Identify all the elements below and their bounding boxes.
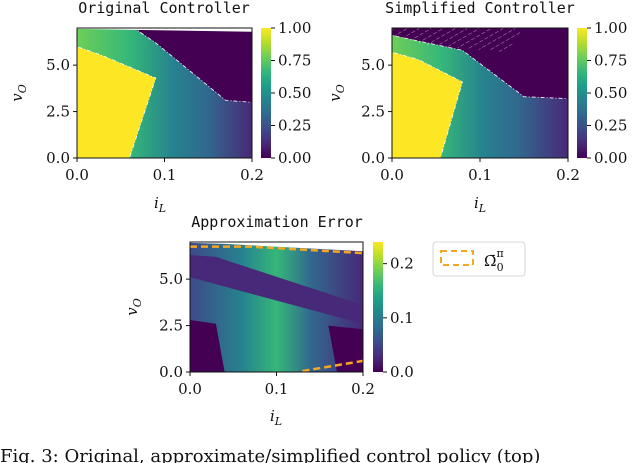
x-tick-label: 0.2	[351, 380, 375, 398]
x-axis-label: iL	[154, 194, 166, 215]
y-tick-label: 5.0	[159, 270, 183, 288]
error-band	[190, 320, 225, 372]
colorbar-tick-label: 1.00	[278, 19, 311, 37]
colorbar-tick-label: 0.50	[278, 84, 311, 102]
x-tick-label: 0.1	[153, 166, 177, 184]
out-of-domain-region	[77, 28, 252, 32]
colorbar-tick-label: 1.00	[594, 19, 627, 37]
x-tick-label: 0.0	[178, 380, 202, 398]
y-tick-label: 0.0	[46, 149, 70, 167]
y-ticks: 0.0 2.5 5.0	[159, 270, 190, 381]
error-band	[328, 325, 363, 372]
x-ticks: 0.0 0.1 0.2	[380, 158, 580, 184]
x-tick-label: 0.0	[65, 166, 89, 184]
saturated-high-region	[77, 46, 157, 158]
y-tick-label: 5.0	[46, 56, 70, 74]
colorbar-ticks: 0.00 0.25 0.50 0.75 1.00	[271, 19, 311, 167]
y-tick-label: 2.5	[361, 103, 385, 121]
colorbar-tick-label: 0.75	[278, 52, 311, 70]
x-tick-label: 0.2	[556, 166, 580, 184]
figure-caption: Fig. 3: Original, approximate/simplified…	[0, 446, 540, 463]
colorbar	[577, 28, 587, 158]
simplified-controller-plot: Simplified Controller 0.02.55.0 0.0 0.1 0.…	[326, 0, 627, 215]
y-axis-label: vO	[8, 84, 29, 102]
legend: Ω̄π 0	[432, 241, 526, 277]
heatmap-area	[77, 28, 252, 158]
original-controller-plot: Original Controller 0.02.55.0 0.0 0.1 0.2 …	[8, 0, 311, 215]
legend-swatch	[440, 250, 474, 266]
x-ticks: 0.0 0.1 0.2	[178, 372, 375, 398]
colorbar-tick-label: 0.00	[594, 149, 627, 167]
colorbar-tick-label: 0.0	[390, 363, 414, 381]
y-axis-label: vO	[326, 84, 347, 102]
colorbar-tick-label: 0.25	[278, 117, 311, 135]
x-axis-label: iL	[270, 407, 282, 428]
saturated-low-region	[133, 28, 252, 103]
colorbar	[261, 28, 271, 158]
out-of-domain-region	[190, 242, 363, 252]
x-tick-label: 0.0	[380, 166, 404, 184]
y-ticks: 0.0 2.5 5.0	[46, 56, 77, 167]
heatmap-area	[392, 28, 568, 158]
chart-title: Simplified Controller	[385, 0, 575, 17]
colorbar-tick-label: 0.50	[594, 84, 627, 102]
y-tick-label: 0.0	[361, 149, 385, 167]
error-band	[190, 255, 363, 324]
y-ticks: 0.0 2.5 5.0	[361, 56, 392, 167]
y-axis-label: vO	[123, 298, 144, 316]
hatched-region	[392, 28, 524, 53]
colorbar-ticks: 0.0 0.1 0.2	[383, 255, 414, 381]
legend-label: Ω̄π 0	[484, 247, 504, 274]
y-tick-label: 2.5	[46, 103, 70, 121]
chart-title: Approximation Error	[191, 213, 363, 231]
saturated-high-region	[392, 51, 463, 158]
heatmap-area	[190, 242, 363, 372]
saturated-low-region	[392, 28, 568, 100]
y-tick-label: 2.5	[159, 317, 183, 335]
colorbar-tick-label: 0.2	[390, 255, 414, 273]
safe-set-boundary-top	[190, 245, 363, 255]
x-tick-label: 0.1	[265, 380, 289, 398]
colorbar-tick-label: 0.75	[594, 52, 627, 70]
colorbar	[373, 242, 383, 372]
colorbar-ticks: 0.00 0.25 0.50 0.75 1.00	[587, 19, 627, 167]
x-axis-label: iL	[474, 194, 486, 215]
legend-box	[432, 241, 526, 277]
x-tick-label: 0.1	[468, 166, 492, 184]
approximation-error-plot: Approximation Error 0.02.55.0 0.0 0.1 0.2 …	[123, 213, 526, 428]
x-tick-label: 0.2	[240, 166, 264, 184]
y-tick-label: 0.0	[159, 363, 183, 381]
chart-title: Original Controller	[78, 0, 250, 17]
colorbar-tick-label: 0.1	[390, 309, 414, 327]
colorbar-tick-label: 0.00	[278, 149, 311, 167]
x-ticks: 0.0 0.1 0.2	[65, 158, 264, 184]
colorbar-tick-label: 0.25	[594, 117, 627, 135]
y-tick-label: 5.0	[361, 56, 385, 74]
